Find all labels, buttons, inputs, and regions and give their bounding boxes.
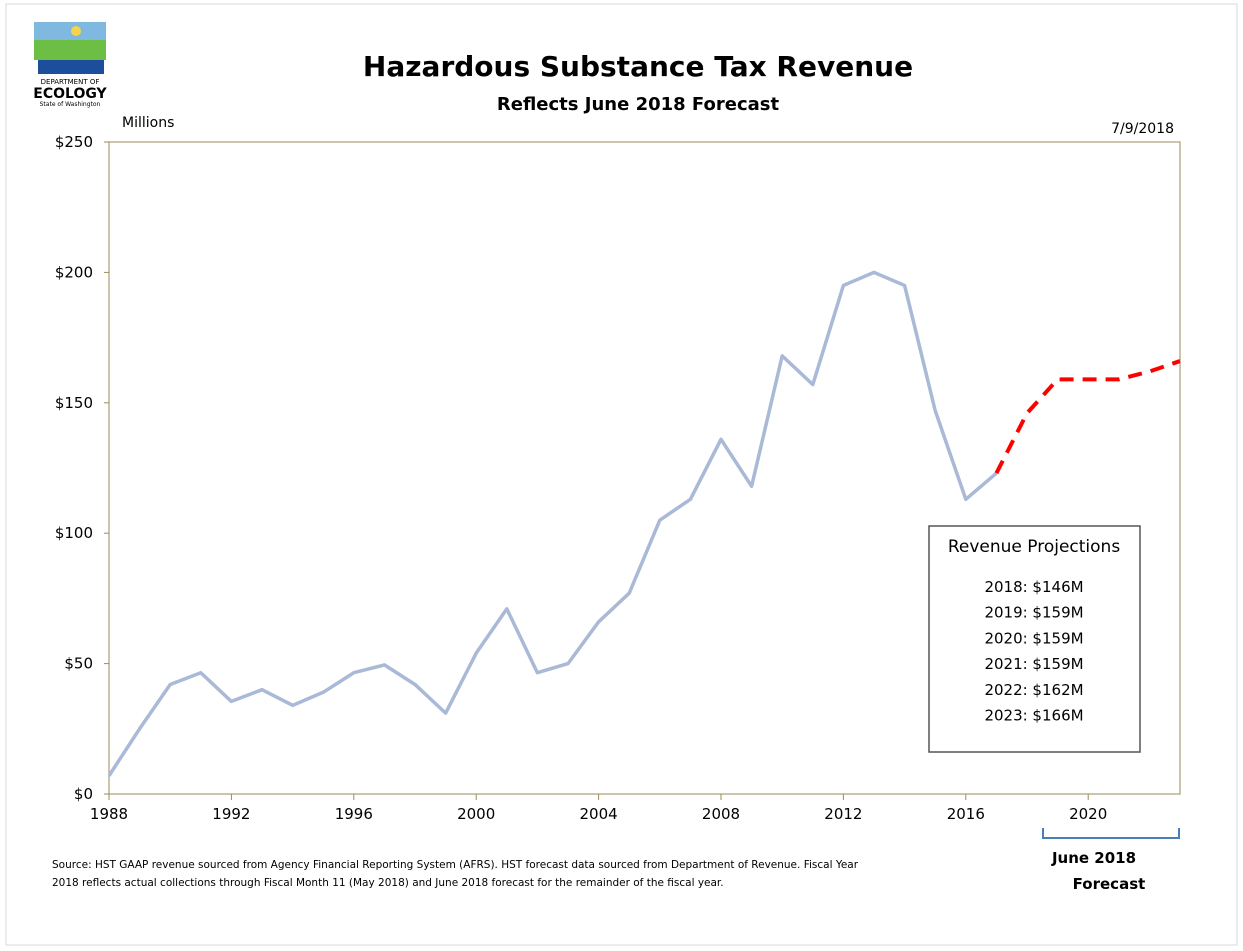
forecast-label: Forecast <box>1073 875 1146 893</box>
chart-subtitle: Reflects June 2018 Forecast <box>497 94 780 115</box>
annotation-line: 2022: $162M <box>984 681 1083 699</box>
x-tick-label: 2012 <box>824 805 862 823</box>
x-tick-label: 1988 <box>90 805 128 823</box>
y-tick-label: $150 <box>55 394 93 412</box>
x-tick-label: 2000 <box>457 805 495 823</box>
x-tick-label: 1992 <box>212 805 250 823</box>
y-tick-label: $250 <box>55 133 93 151</box>
x-tick-label: 2016 <box>947 805 985 823</box>
logo-text: DEPARTMENT OF <box>41 78 100 86</box>
data-line <box>994 359 1181 475</box>
annotation-line: 2020: $159M <box>984 629 1083 647</box>
chart-border <box>5 3 1238 946</box>
annotation-box: Revenue Projections <box>928 525 1141 753</box>
date-label: 7/9/2018 <box>1111 121 1174 137</box>
plot-area <box>108 141 1181 795</box>
forecast-bracket <box>1042 828 1180 839</box>
logo-text: ECOLOGY <box>33 86 107 102</box>
logo-text: State of Washington <box>40 101 101 108</box>
annotation-line: 2018: $146M <box>984 578 1083 596</box>
annotation-line: 2023: $166M <box>984 707 1083 725</box>
x-tick-label: 2020 <box>1069 805 1107 823</box>
annotation-title: Revenue Projections <box>948 537 1121 557</box>
logo: DEPARTMENT OF ECOLOGY State of Washingto… <box>33 22 108 108</box>
annotation-line: 2021: $159M <box>984 655 1083 673</box>
x-tick-label: 2008 <box>702 805 740 823</box>
source-note: Source: HST GAAP revenue sourced from Ag… <box>52 859 859 871</box>
y-tick-label: $200 <box>55 263 93 281</box>
x-tick-label: 2004 <box>580 805 618 823</box>
chart-title: Hazardous Substance Tax Revenue <box>363 50 913 83</box>
y-tick-label: $50 <box>64 655 93 673</box>
forecast-label: June 2018 <box>1051 849 1136 867</box>
annotation-line: 2019: $159M <box>984 604 1083 622</box>
source-note: 2018 reflects actual collections through… <box>52 877 724 889</box>
data-line <box>107 270 998 777</box>
y-axis-label: Millions <box>122 115 174 131</box>
y-tick-label: $100 <box>55 524 93 542</box>
x-tick-label: 1996 <box>335 805 373 823</box>
y-tick-label: $0 <box>74 785 93 803</box>
